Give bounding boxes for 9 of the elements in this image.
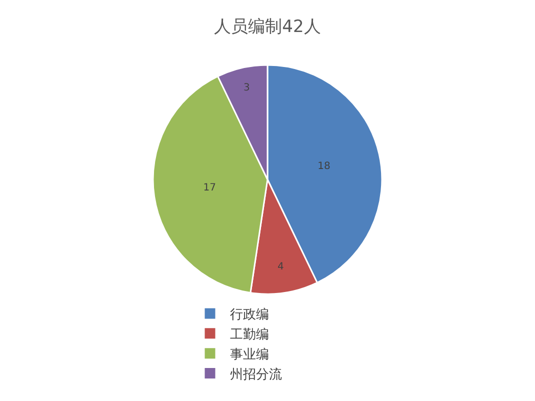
chart-title: 人员编制42人 [214, 16, 321, 37]
legend-label: 事业编 [230, 347, 269, 362]
legend-label: 工勤编 [230, 328, 269, 342]
legend-label: 行政编 [230, 308, 269, 323]
data-label: 18 [318, 161, 330, 172]
data-label: 17 [203, 182, 216, 194]
legend-label: 州招分流 [230, 366, 282, 382]
data-label: 4 [277, 261, 284, 272]
data-label: 3 [243, 82, 250, 94]
